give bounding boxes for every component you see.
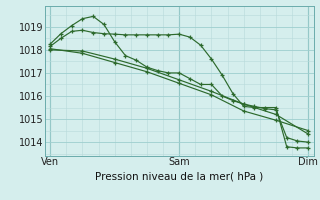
X-axis label: Pression niveau de la mer( hPa ): Pression niveau de la mer( hPa ) <box>95 172 263 182</box>
